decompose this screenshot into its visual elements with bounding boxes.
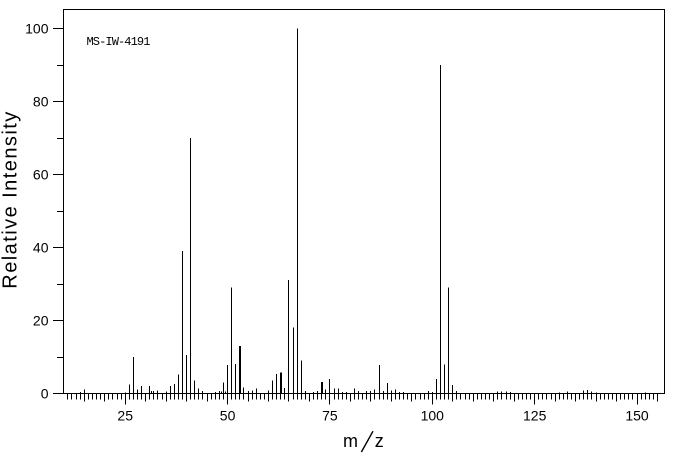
- svg-text:125: 125: [523, 408, 547, 424]
- svg-text:z: z: [375, 431, 384, 451]
- svg-text:MS-IW-4191: MS-IW-4191: [87, 35, 151, 49]
- svg-text:m: m: [343, 431, 358, 451]
- svg-text:0: 0: [41, 385, 49, 401]
- svg-text:25: 25: [117, 408, 133, 424]
- svg-text:Relative Intensity: Relative Intensity: [0, 110, 22, 288]
- svg-text:80: 80: [33, 93, 49, 109]
- svg-text:100: 100: [421, 408, 445, 424]
- svg-text:150: 150: [625, 408, 649, 424]
- svg-text:40: 40: [33, 239, 49, 255]
- svg-text:50: 50: [220, 408, 236, 424]
- svg-text:100: 100: [25, 20, 49, 36]
- svg-text:60: 60: [33, 166, 49, 182]
- svg-text:75: 75: [322, 408, 338, 424]
- svg-text:20: 20: [33, 312, 49, 328]
